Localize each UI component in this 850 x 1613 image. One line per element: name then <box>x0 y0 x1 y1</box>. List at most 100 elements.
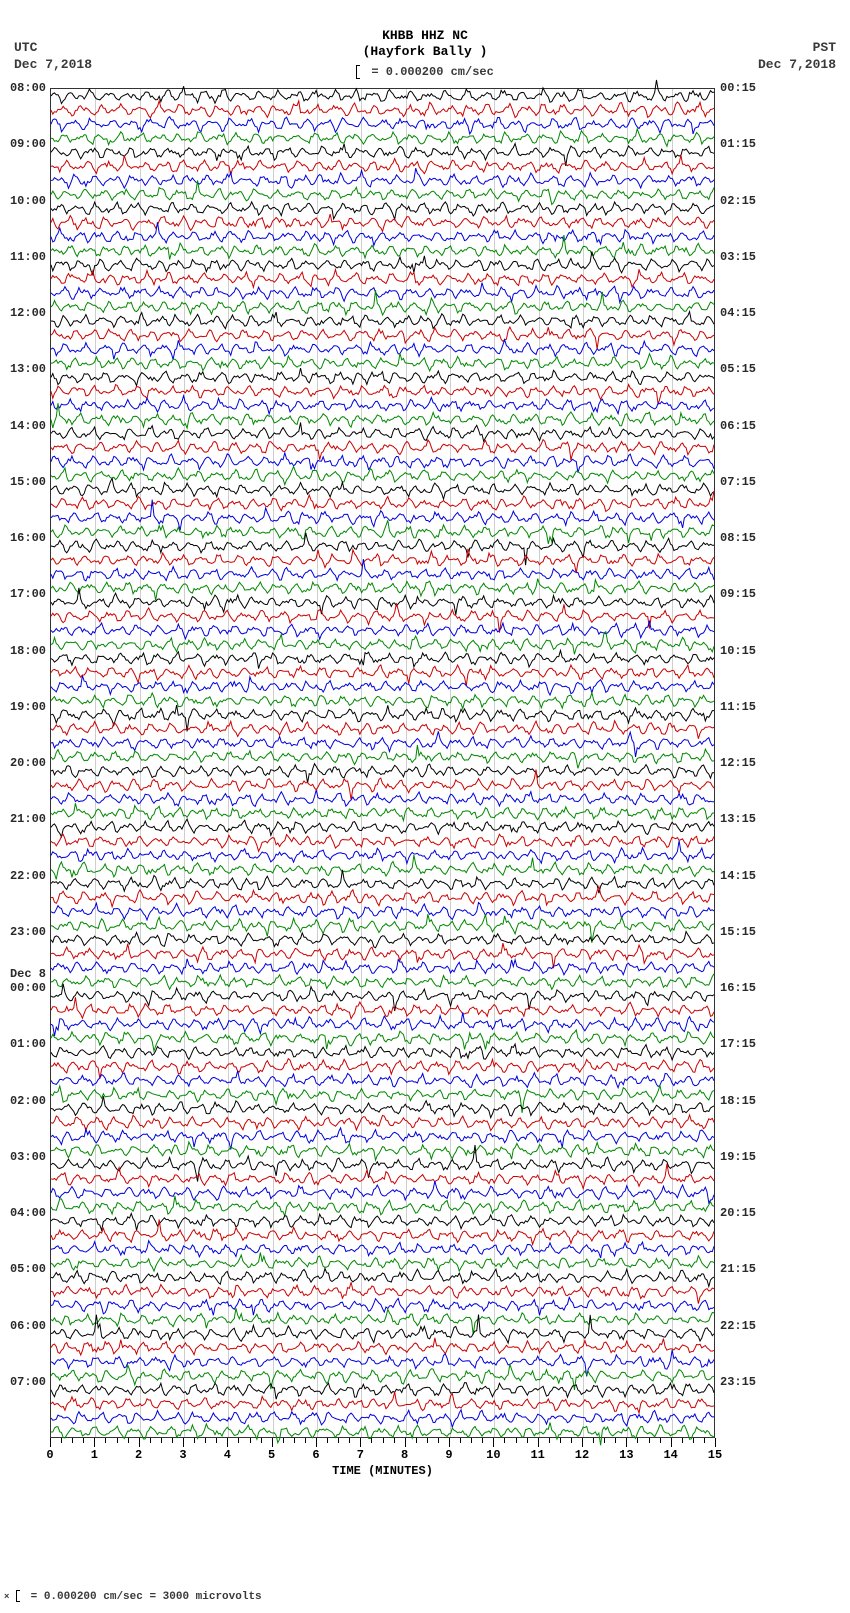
xaxis-minor-tick <box>205 1438 206 1443</box>
xaxis-minor-tick <box>460 1438 461 1443</box>
xaxis-minor-tick <box>294 1438 295 1443</box>
utc-hour-labels: 08:0009:0010:0011:0012:0013:0014:0015:00… <box>0 88 48 1438</box>
pst-label: 02:15 <box>720 194 756 208</box>
xaxis-tick <box>582 1438 583 1447</box>
xaxis-tick <box>715 1438 716 1447</box>
xaxis-minor-tick <box>150 1438 151 1443</box>
xaxis-minor-tick <box>516 1438 517 1443</box>
xaxis-minor-tick <box>637 1438 638 1443</box>
seismogram-plot <box>50 88 715 1438</box>
xaxis-minor-tick <box>371 1438 372 1443</box>
xaxis-tick <box>94 1438 95 1447</box>
xaxis-tick <box>449 1438 450 1447</box>
utc-label: 21:00 <box>10 812 46 826</box>
pst-label: 23:15 <box>720 1375 756 1389</box>
xaxis-minor-tick <box>660 1438 661 1443</box>
xaxis-tick-label: 2 <box>135 1448 142 1462</box>
station-id: KHBB HHZ NC <box>0 28 850 44</box>
pst-label: 13:15 <box>720 812 756 826</box>
pst-hour-labels: 00:1501:1502:1503:1504:1505:1506:1507:15… <box>718 88 766 1438</box>
xaxis-minor-tick <box>72 1438 73 1443</box>
xaxis-tick <box>671 1438 672 1447</box>
utc-label: 11:00 <box>10 250 46 264</box>
utc-label: 10:00 <box>10 194 46 208</box>
xaxis-minor-tick <box>327 1438 328 1443</box>
xaxis-minor-tick <box>172 1438 173 1443</box>
time-axis: TIME (MINUTES) 0123456789101112131415 <box>50 1438 715 1488</box>
xaxis-minor-tick <box>416 1438 417 1443</box>
xaxis-tick <box>538 1438 539 1447</box>
xaxis-tick-label: 14 <box>663 1448 677 1462</box>
utc-label: 15:00 <box>10 475 46 489</box>
xaxis-minor-tick <box>704 1438 705 1443</box>
utc-label: 00:00 <box>10 981 46 995</box>
xaxis-tick-label: 4 <box>224 1448 231 1462</box>
seismic-trace <box>51 89 714 1439</box>
utc-label: 19:00 <box>10 700 46 714</box>
utc-label: 04:00 <box>10 1206 46 1220</box>
pst-label: 05:15 <box>720 362 756 376</box>
xaxis-minor-tick <box>338 1438 339 1443</box>
xaxis-minor-tick <box>482 1438 483 1443</box>
utc-label: 12:00 <box>10 306 46 320</box>
xaxis-minor-tick <box>83 1438 84 1443</box>
xaxis-tick <box>493 1438 494 1447</box>
xaxis-minor-tick <box>117 1438 118 1443</box>
xaxis-minor-tick <box>161 1438 162 1443</box>
utc-label: 06:00 <box>10 1319 46 1333</box>
scale-indicator-text: = 0.000200 cm/sec <box>371 65 493 79</box>
xaxis-minor-tick <box>504 1438 505 1443</box>
pst-label: 16:15 <box>720 981 756 995</box>
station-location: (Hayfork Bally ) <box>0 44 850 60</box>
pst-label: 04:15 <box>720 306 756 320</box>
utc-label: 08:00 <box>10 81 46 95</box>
xaxis-tick-label: 13 <box>619 1448 633 1462</box>
pst-label: 03:15 <box>720 250 756 264</box>
xaxis-tick <box>405 1438 406 1447</box>
xaxis-tick <box>272 1438 273 1447</box>
xaxis-tick-label: 7 <box>357 1448 364 1462</box>
xaxis-minor-tick <box>349 1438 350 1443</box>
xaxis-tick-label: 10 <box>486 1448 500 1462</box>
xaxis-minor-tick <box>194 1438 195 1443</box>
utc-label: Dec 8 <box>10 967 46 981</box>
xaxis-minor-tick <box>250 1438 251 1443</box>
xaxis-minor-tick <box>471 1438 472 1443</box>
xaxis-minor-tick <box>549 1438 550 1443</box>
tz-right-tz: PST <box>758 40 836 57</box>
pst-label: 21:15 <box>720 1262 756 1276</box>
xaxis-minor-tick <box>693 1438 694 1443</box>
xaxis-minor-tick <box>261 1438 262 1443</box>
utc-label: 23:00 <box>10 925 46 939</box>
xaxis-minor-tick <box>593 1438 594 1443</box>
utc-label: 18:00 <box>10 644 46 658</box>
xaxis-tick <box>626 1438 627 1447</box>
pst-label: 09:15 <box>720 587 756 601</box>
utc-label: 02:00 <box>10 1094 46 1108</box>
pst-label: 14:15 <box>720 869 756 883</box>
xaxis-tick <box>316 1438 317 1447</box>
utc-label: 09:00 <box>10 137 46 151</box>
xaxis-minor-tick <box>604 1438 605 1443</box>
xaxis-minor-tick <box>128 1438 129 1443</box>
xaxis-minor-tick <box>394 1438 395 1443</box>
chart-header: KHBB HHZ NC (Hayfork Bally ) <box>0 28 850 59</box>
xaxis-tick-label: 9 <box>445 1448 452 1462</box>
xaxis-tick-label: 1 <box>91 1448 98 1462</box>
pst-label: 00:15 <box>720 81 756 95</box>
xaxis-minor-tick <box>682 1438 683 1443</box>
xaxis-minor-tick <box>427 1438 428 1443</box>
xaxis-minor-tick <box>216 1438 217 1443</box>
xaxis-tick-label: 5 <box>268 1448 275 1462</box>
xaxis-minor-tick <box>283 1438 284 1443</box>
utc-label: 20:00 <box>10 756 46 770</box>
utc-label: 17:00 <box>10 587 46 601</box>
xaxis-tick <box>360 1438 361 1447</box>
pst-label: 07:15 <box>720 475 756 489</box>
xaxis-tick <box>227 1438 228 1447</box>
scale-indicator: = 0.000200 cm/sec <box>0 65 850 79</box>
pst-label: 01:15 <box>720 137 756 151</box>
xaxis-minor-tick <box>383 1438 384 1443</box>
utc-label: 13:00 <box>10 362 46 376</box>
xaxis-tick <box>50 1438 51 1447</box>
